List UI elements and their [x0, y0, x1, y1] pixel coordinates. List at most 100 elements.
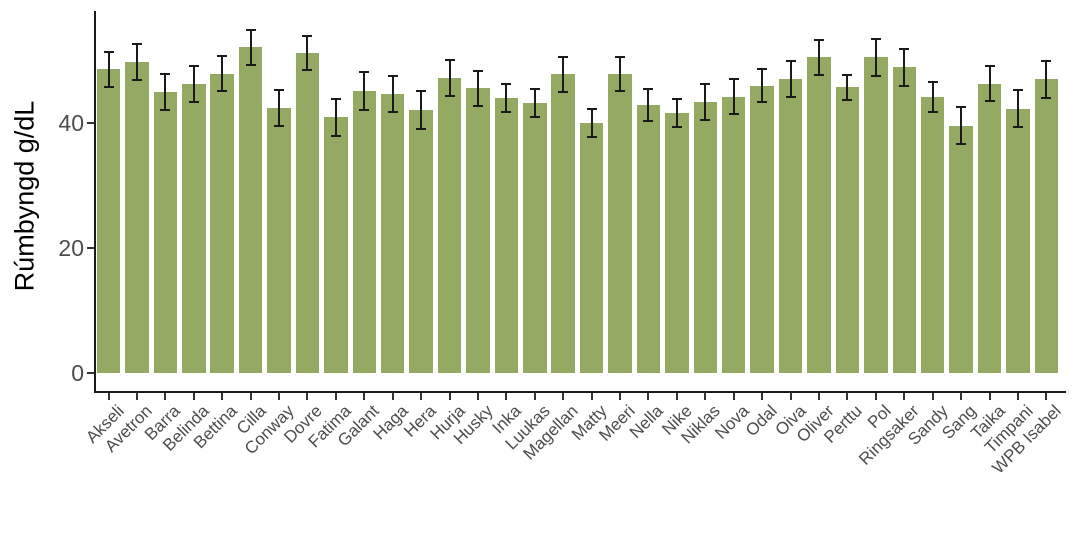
bar — [608, 74, 632, 373]
bar — [892, 67, 916, 373]
x-tick-mark — [846, 392, 849, 400]
error-bar-cap-bottom — [984, 100, 995, 103]
bar — [125, 61, 149, 373]
bar — [523, 103, 547, 373]
bar — [807, 57, 831, 373]
error-bar-line — [562, 56, 565, 92]
error-bar-line — [505, 83, 508, 113]
bar — [778, 78, 803, 373]
error-bar-cap-top — [359, 71, 370, 74]
bar — [636, 104, 661, 373]
error-bar-cap-bottom — [274, 125, 285, 128]
x-tick-mark — [988, 392, 991, 400]
error-bar-cap-top — [472, 69, 483, 72]
error-bar-cap-top — [927, 80, 938, 83]
x-tick-mark — [931, 392, 934, 400]
error-bar-cap-top — [643, 87, 654, 90]
error-bar-cap-top — [870, 38, 881, 41]
error-bar-cap-top — [558, 55, 569, 58]
y-tick-label: 20 — [58, 235, 84, 261]
bar — [153, 91, 178, 373]
error-bar-line — [704, 83, 707, 120]
x-tick-mark — [903, 392, 906, 400]
error-bar-cap-bottom — [842, 98, 853, 101]
bar — [977, 83, 1002, 373]
error-bar-line — [732, 79, 735, 115]
x-tick-mark — [107, 392, 110, 400]
x-tick-mark — [761, 392, 764, 400]
bar — [494, 98, 519, 373]
error-bar-cap-bottom — [501, 111, 512, 114]
x-tick-mark — [675, 392, 678, 400]
bar — [409, 109, 433, 373]
error-bar-cap-bottom — [785, 95, 796, 98]
error-bar-cap-bottom — [529, 116, 540, 119]
error-bar-cap-top — [757, 67, 768, 70]
error-bar-line — [846, 74, 849, 100]
x-tick-mark — [420, 392, 423, 400]
x-tick-mark — [704, 392, 707, 400]
bar — [295, 53, 320, 373]
error-bar-cap-top — [131, 42, 142, 45]
error-bar-cap-bottom — [643, 120, 654, 123]
x-tick-mark — [505, 392, 508, 400]
error-bar-line — [931, 81, 934, 112]
error-bar-cap-top — [302, 35, 313, 38]
error-bar-cap-bottom — [160, 108, 171, 111]
error-bar-line — [874, 39, 877, 76]
error-bar-cap-bottom — [615, 90, 626, 93]
error-bar-cap-top — [444, 58, 455, 61]
bar — [96, 69, 121, 373]
error-bar-line — [476, 70, 479, 106]
x-tick-mark — [818, 392, 820, 400]
error-bar-cap-top — [103, 50, 114, 53]
x-tick-mark — [391, 392, 394, 400]
error-bar-cap-bottom — [359, 108, 370, 111]
bar — [693, 101, 718, 373]
x-tick-mark — [619, 392, 622, 400]
x-tick-mark — [590, 392, 593, 400]
error-bar-line — [619, 57, 622, 92]
error-bar-cap-bottom — [217, 90, 228, 93]
error-bar-cap-top — [842, 73, 853, 76]
error-bar-line — [249, 29, 252, 65]
error-bar-cap-bottom — [757, 101, 768, 104]
error-bar-cap-bottom — [1041, 97, 1052, 99]
x-tick-mark — [1016, 392, 1019, 400]
y-tick-label: 0 — [71, 360, 84, 386]
error-bar-cap-bottom — [558, 90, 569, 93]
error-bar-line — [818, 39, 820, 75]
y-axis-line — [93, 11, 96, 392]
error-bar-line — [135, 43, 138, 80]
error-bar-cap-top — [671, 97, 682, 100]
error-bar-cap-top — [217, 55, 228, 58]
error-bar-cap-bottom — [103, 85, 114, 88]
x-tick-mark — [1045, 392, 1048, 400]
x-axis-line — [93, 390, 1066, 393]
error-bar-cap-bottom — [416, 127, 427, 130]
error-bar-cap-top — [330, 97, 341, 100]
error-bar-cap-bottom — [814, 73, 824, 76]
error-bar-cap-top — [956, 105, 967, 108]
x-tick-mark — [789, 392, 792, 400]
x-tick-mark — [192, 392, 195, 400]
error-bar-line — [391, 75, 394, 112]
error-bar-cap-bottom — [671, 126, 682, 129]
error-bar-line — [107, 51, 110, 87]
error-bar-line — [306, 36, 309, 70]
error-bar-cap-bottom — [444, 95, 455, 98]
error-bar-cap-top — [160, 72, 171, 75]
error-bar-line — [960, 106, 963, 145]
error-bar-cap-top — [501, 82, 512, 85]
error-bar-cap-top — [899, 48, 910, 51]
x-tick-mark — [249, 392, 252, 400]
error-bar-line — [448, 59, 451, 97]
x-tick-mark — [334, 392, 337, 400]
error-bar-cap-top — [615, 56, 626, 59]
bar — [864, 57, 888, 373]
y-tick-mark — [86, 372, 94, 374]
error-bar-line — [1016, 89, 1019, 128]
error-bar-line — [221, 56, 224, 92]
error-bar-cap-top — [529, 87, 540, 90]
error-bar-line — [903, 49, 906, 86]
